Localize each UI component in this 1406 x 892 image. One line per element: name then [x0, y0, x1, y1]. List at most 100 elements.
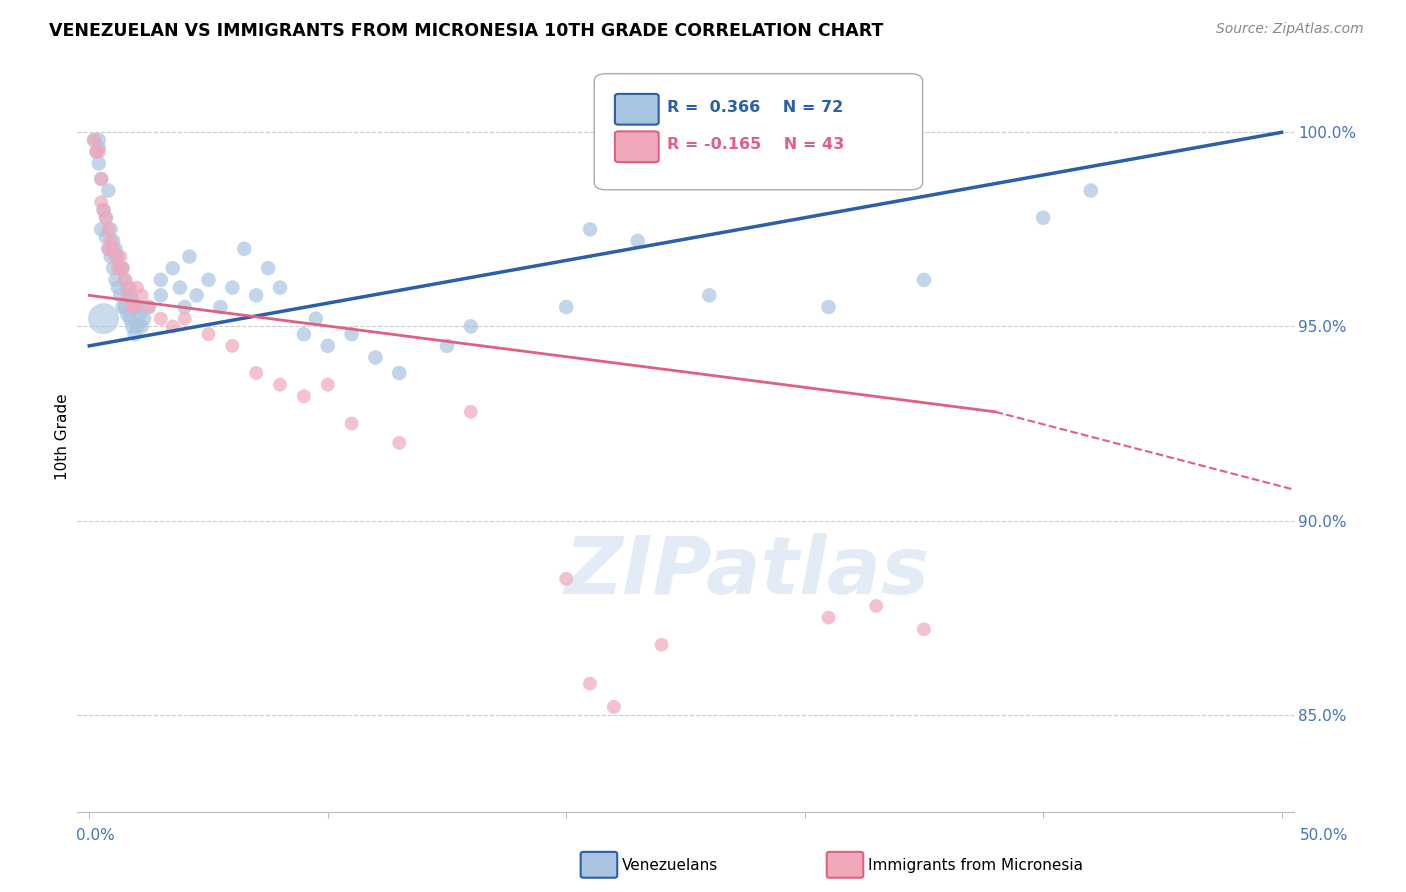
Point [245, 366, 267, 380]
Point [388, 366, 411, 380]
Point [817, 610, 839, 624]
Point [131, 319, 153, 334]
Point [90, 222, 112, 236]
Point [100, 222, 122, 236]
Point [101, 261, 124, 276]
Point [912, 273, 935, 287]
Point [110, 250, 132, 264]
Text: R =  0.366    N = 72: R = 0.366 N = 72 [668, 100, 844, 115]
Point [162, 319, 184, 334]
Point [1080, 184, 1102, 198]
Text: Source: ZipAtlas.com: Source: ZipAtlas.com [1216, 22, 1364, 37]
Point [110, 261, 132, 276]
Point [118, 288, 141, 302]
Point [186, 288, 208, 302]
Point [221, 339, 243, 353]
Point [555, 300, 578, 314]
Point [118, 311, 141, 326]
Point [269, 280, 291, 294]
FancyBboxPatch shape [614, 131, 658, 162]
Point [94, 230, 117, 244]
Point [90, 172, 112, 186]
Point [209, 300, 232, 314]
Point [162, 261, 184, 276]
Text: Venezuelans: Venezuelans [621, 858, 717, 872]
Text: Immigrants from Micronesia: Immigrants from Micronesia [868, 858, 1083, 872]
Point [117, 280, 139, 294]
Point [173, 311, 195, 326]
Point [138, 300, 160, 314]
Text: VENEZUELAN VS IMMIGRANTS FROM MICRONESIA 10TH GRADE CORRELATION CHART: VENEZUELAN VS IMMIGRANTS FROM MICRONESIA… [49, 22, 883, 40]
Point [257, 261, 280, 276]
Point [364, 351, 387, 365]
Text: ZIPatlas: ZIPatlas [564, 533, 929, 611]
Point [179, 250, 201, 264]
Y-axis label: 10th Grade: 10th Grade [55, 393, 70, 481]
Point [912, 622, 935, 636]
Point [87, 133, 110, 147]
Point [436, 339, 458, 353]
Point [107, 261, 129, 276]
Point [100, 250, 122, 264]
Point [1032, 211, 1054, 225]
Point [173, 300, 195, 314]
Point [111, 261, 134, 276]
Point [114, 273, 136, 287]
Point [117, 308, 139, 322]
Point [107, 280, 129, 294]
Point [93, 202, 115, 217]
Point [97, 184, 120, 198]
Point [97, 242, 120, 256]
Point [292, 327, 315, 342]
Point [340, 417, 363, 431]
Point [100, 234, 122, 248]
Point [83, 133, 105, 147]
Point [865, 599, 887, 613]
Point [169, 280, 191, 294]
Point [221, 280, 243, 294]
Point [149, 273, 172, 287]
Point [555, 572, 578, 586]
Point [817, 300, 839, 314]
Point [111, 261, 134, 276]
Point [316, 339, 339, 353]
Point [90, 172, 112, 186]
Point [87, 141, 110, 155]
Point [107, 250, 129, 264]
Point [460, 319, 482, 334]
Text: 50.0%: 50.0% [1301, 829, 1348, 843]
Point [124, 300, 146, 314]
Point [118, 280, 141, 294]
Point [579, 222, 602, 236]
Point [197, 327, 219, 342]
Point [121, 319, 143, 334]
Point [101, 242, 124, 256]
Point [101, 234, 124, 248]
Point [124, 327, 146, 342]
Point [121, 300, 143, 314]
Point [233, 242, 256, 256]
Point [114, 273, 136, 287]
Point [104, 250, 127, 264]
Point [125, 319, 148, 334]
Point [124, 300, 146, 314]
Text: 0.0%: 0.0% [76, 829, 115, 843]
Point [197, 273, 219, 287]
Point [388, 436, 411, 450]
Point [90, 195, 112, 210]
Point [97, 242, 120, 256]
Point [697, 288, 720, 302]
FancyBboxPatch shape [595, 74, 922, 190]
Point [603, 699, 626, 714]
Point [125, 280, 148, 294]
Point [125, 300, 148, 314]
Point [305, 311, 328, 326]
FancyBboxPatch shape [614, 94, 658, 125]
Point [110, 288, 132, 302]
Point [651, 638, 673, 652]
Point [128, 308, 150, 322]
Point [94, 211, 117, 225]
Point [460, 405, 482, 419]
Point [87, 145, 110, 159]
Point [87, 156, 110, 170]
